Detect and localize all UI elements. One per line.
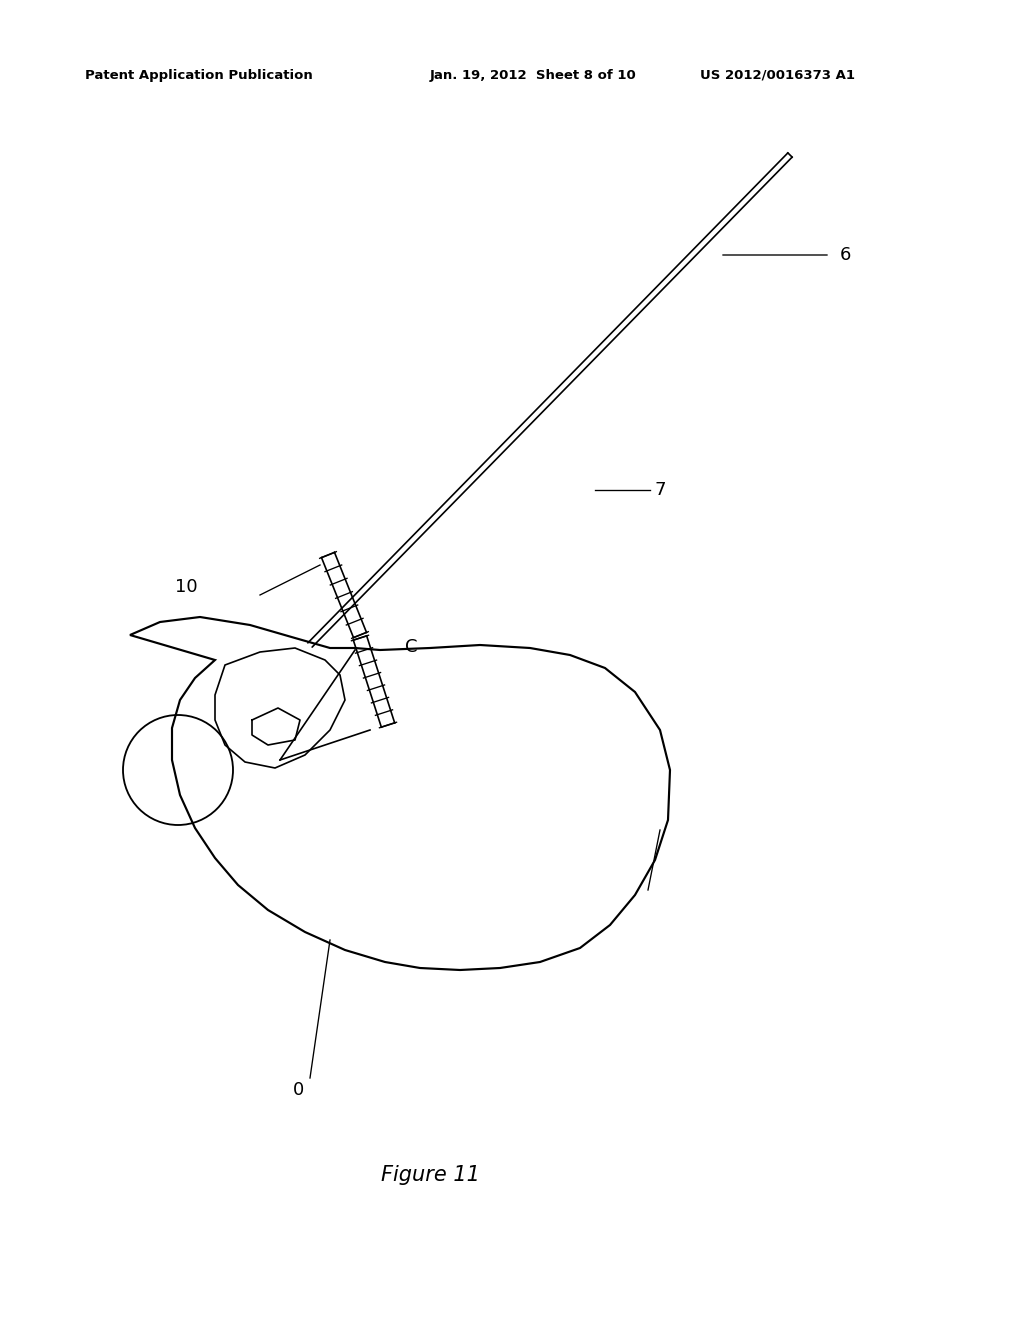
- Text: 0: 0: [293, 1081, 304, 1100]
- Text: 7: 7: [655, 480, 667, 499]
- Text: C: C: [406, 638, 418, 656]
- Text: 6: 6: [840, 246, 851, 264]
- Text: 10: 10: [175, 578, 198, 597]
- Text: Patent Application Publication: Patent Application Publication: [85, 69, 312, 82]
- Text: Figure 11: Figure 11: [381, 1166, 479, 1185]
- Text: US 2012/0016373 A1: US 2012/0016373 A1: [700, 69, 855, 82]
- Text: Jan. 19, 2012  Sheet 8 of 10: Jan. 19, 2012 Sheet 8 of 10: [430, 69, 637, 82]
